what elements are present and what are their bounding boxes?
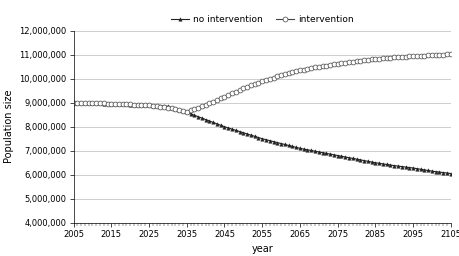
no intervention: [447, 172, 453, 175]
no intervention: [165, 105, 170, 108]
Line: intervention: intervention: [71, 52, 452, 114]
intervention: [97, 102, 102, 105]
intervention: [247, 84, 253, 87]
no intervention: [71, 101, 76, 104]
intervention: [300, 68, 306, 71]
X-axis label: year: year: [251, 244, 273, 254]
no intervention: [244, 132, 249, 135]
Y-axis label: Population size: Population size: [4, 90, 14, 164]
intervention: [357, 59, 362, 62]
intervention: [184, 110, 189, 113]
Legend: no intervention, intervention: no intervention, intervention: [171, 15, 353, 24]
no intervention: [353, 158, 358, 161]
no intervention: [97, 102, 102, 105]
Line: no intervention: no intervention: [72, 101, 452, 175]
no intervention: [297, 147, 302, 150]
no intervention: [334, 154, 340, 157]
intervention: [447, 53, 453, 56]
intervention: [71, 101, 76, 104]
intervention: [165, 106, 170, 109]
intervention: [338, 62, 343, 65]
